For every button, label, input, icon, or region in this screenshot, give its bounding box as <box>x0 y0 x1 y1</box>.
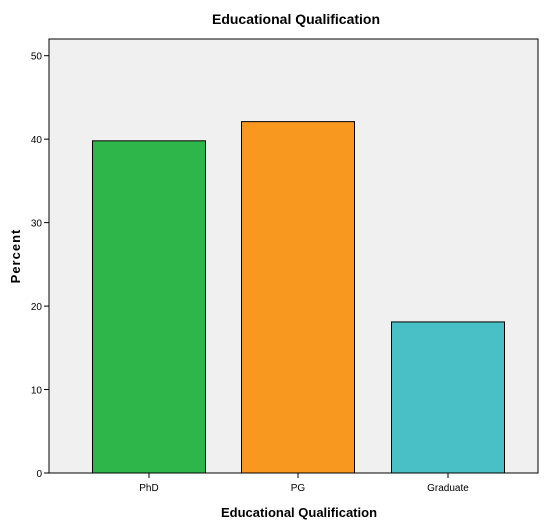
chart-title: Educational Qualification <box>212 11 380 27</box>
x-tick-label: PhD <box>139 483 158 494</box>
y-axis: 0 10 20 30 40 50 <box>31 52 49 480</box>
y-tick-label: 30 <box>31 219 43 230</box>
x-axis-label: Educational Qualification <box>221 505 377 520</box>
y-tick-label: 50 <box>31 52 43 63</box>
y-tick-label: 20 <box>31 302 43 313</box>
bar-phd <box>92 140 206 474</box>
x-axis: PhD PG Graduate <box>139 473 469 494</box>
y-tick-label: 0 <box>36 469 42 480</box>
bars-group <box>92 121 505 474</box>
bar-pg <box>241 121 355 474</box>
bar-graduate <box>391 321 505 474</box>
y-axis-label: Percent <box>8 229 23 284</box>
x-tick-label: Graduate <box>427 483 469 494</box>
x-tick-label: PG <box>291 483 306 494</box>
y-tick-label: 40 <box>31 135 43 146</box>
y-tick-label: 10 <box>31 386 43 397</box>
